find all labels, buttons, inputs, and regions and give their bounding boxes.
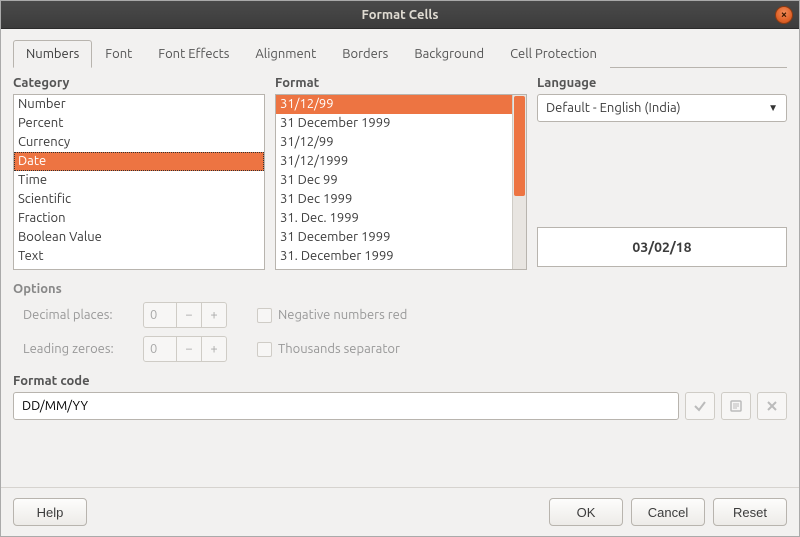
leading-zeroes-stepper: 0 − + (143, 336, 227, 362)
list-item[interactable]: Scientific (14, 190, 264, 209)
list-item[interactable]: Boolean Value (14, 228, 264, 247)
list-item[interactable]: 31 December 1999 (276, 228, 512, 247)
leading-zeroes-label: Leading zeroes: (13, 342, 133, 356)
format-code-row (13, 392, 787, 420)
format-list[interactable]: 31/12/99 31 December 1999 31/12/99 31/12… (275, 94, 527, 270)
language-select[interactable]: Default - English (India) ▼ (537, 94, 787, 122)
leading-zeroes-value[interactable]: 0 (143, 336, 177, 362)
list-item[interactable]: Fraction (14, 209, 264, 228)
check-icon (693, 399, 707, 413)
list-item[interactable]: 31/12/99 (276, 133, 512, 152)
chevron-down-icon: ▼ (768, 102, 778, 114)
main-row: Category Number Percent Currency Date Ti… (13, 76, 787, 270)
list-item[interactable]: Text (14, 247, 264, 266)
list-item[interactable]: 31 Dec 1999 (276, 190, 512, 209)
scroll-thumb[interactable] (514, 96, 525, 196)
decimal-minus-button[interactable]: − (176, 302, 202, 328)
list-item[interactable]: Date (14, 152, 264, 171)
tab-background[interactable]: Background (401, 40, 497, 68)
remove-code-button[interactable] (757, 392, 787, 420)
list-item[interactable]: 31. December 1999 (276, 247, 512, 266)
tab-numbers[interactable]: Numbers (13, 40, 92, 68)
list-item[interactable]: Currency (14, 133, 264, 152)
format-label: Format (275, 76, 527, 90)
language-label: Language (537, 76, 787, 90)
close-icon[interactable]: × (775, 6, 793, 24)
decimal-row: Decimal places: 0 − + Negative numbers r… (13, 302, 787, 328)
negative-red-checkbox[interactable]: Negative numbers red (257, 308, 407, 323)
list-item[interactable]: 31 Dec 99 (276, 171, 512, 190)
tab-font-effects[interactable]: Font Effects (145, 40, 242, 68)
decimal-plus-button[interactable]: + (201, 302, 227, 328)
checkbox-icon (257, 308, 272, 323)
list-item[interactable]: Time (14, 171, 264, 190)
footer: Help OK Cancel Reset (1, 487, 799, 536)
category-column: Category Number Percent Currency Date Ti… (13, 76, 265, 270)
list-item[interactable]: Fri 31 Dec 99 (276, 266, 512, 270)
format-code-input[interactable] (13, 392, 679, 420)
titlebar[interactable]: Format Cells × (1, 1, 799, 29)
format-column: Format 31/12/99 31 December 1999 31/12/9… (275, 76, 527, 270)
format-cells-dialog: Format Cells × Numbers Font Font Effects… (0, 0, 800, 537)
tab-cell-protection[interactable]: Cell Protection (497, 40, 610, 68)
decimal-label: Decimal places: (13, 308, 133, 322)
category-label: Category (13, 76, 265, 90)
x-icon (766, 400, 778, 412)
edit-comment-button[interactable] (721, 392, 751, 420)
scrollbar[interactable] (512, 95, 526, 269)
leading-zeroes-row: Leading zeroes: 0 − + Thousands separato… (13, 336, 787, 362)
tab-borders[interactable]: Borders (329, 40, 401, 68)
help-button[interactable]: Help (13, 498, 87, 526)
list-item[interactable]: 31 December 1999 (276, 114, 512, 133)
list-item[interactable]: 31. Dec. 1999 (276, 209, 512, 228)
cancel-button[interactable]: Cancel (631, 498, 705, 526)
category-list[interactable]: Number Percent Currency Date Time Scient… (13, 94, 265, 270)
language-column: Language Default - English (India) ▼ 03/… (537, 76, 787, 270)
decimal-stepper: 0 − + (143, 302, 227, 328)
thousands-checkbox[interactable]: Thousands separator (257, 342, 400, 357)
preview-box: 03/02/18 (537, 227, 787, 267)
reset-button[interactable]: Reset (713, 498, 787, 526)
options-label: Options (13, 282, 787, 296)
preview-value: 03/02/18 (632, 239, 691, 255)
thousands-label: Thousands separator (278, 342, 400, 356)
language-value: Default - English (India) (546, 101, 681, 115)
apply-code-button[interactable] (685, 392, 715, 420)
tab-alignment[interactable]: Alignment (242, 40, 329, 68)
list-item[interactable]: Percent (14, 114, 264, 133)
window-title: Format Cells (361, 8, 438, 22)
tab-strip: Numbers Font Font Effects Alignment Bord… (13, 39, 787, 68)
list-item[interactable]: Number (14, 95, 264, 114)
format-code-label: Format code (13, 374, 787, 388)
decimal-value[interactable]: 0 (143, 302, 177, 328)
leading-plus-button[interactable]: + (201, 336, 227, 362)
list-item[interactable]: 31/12/1999 (276, 152, 512, 171)
content-area: Numbers Font Font Effects Alignment Bord… (1, 29, 799, 487)
negative-red-label: Negative numbers red (278, 308, 407, 322)
note-icon (729, 399, 743, 413)
tab-font[interactable]: Font (92, 40, 145, 68)
leading-minus-button[interactable]: − (176, 336, 202, 362)
list-item[interactable]: 31/12/99 (276, 95, 512, 114)
ok-button[interactable]: OK (549, 498, 623, 526)
checkbox-icon (257, 342, 272, 357)
